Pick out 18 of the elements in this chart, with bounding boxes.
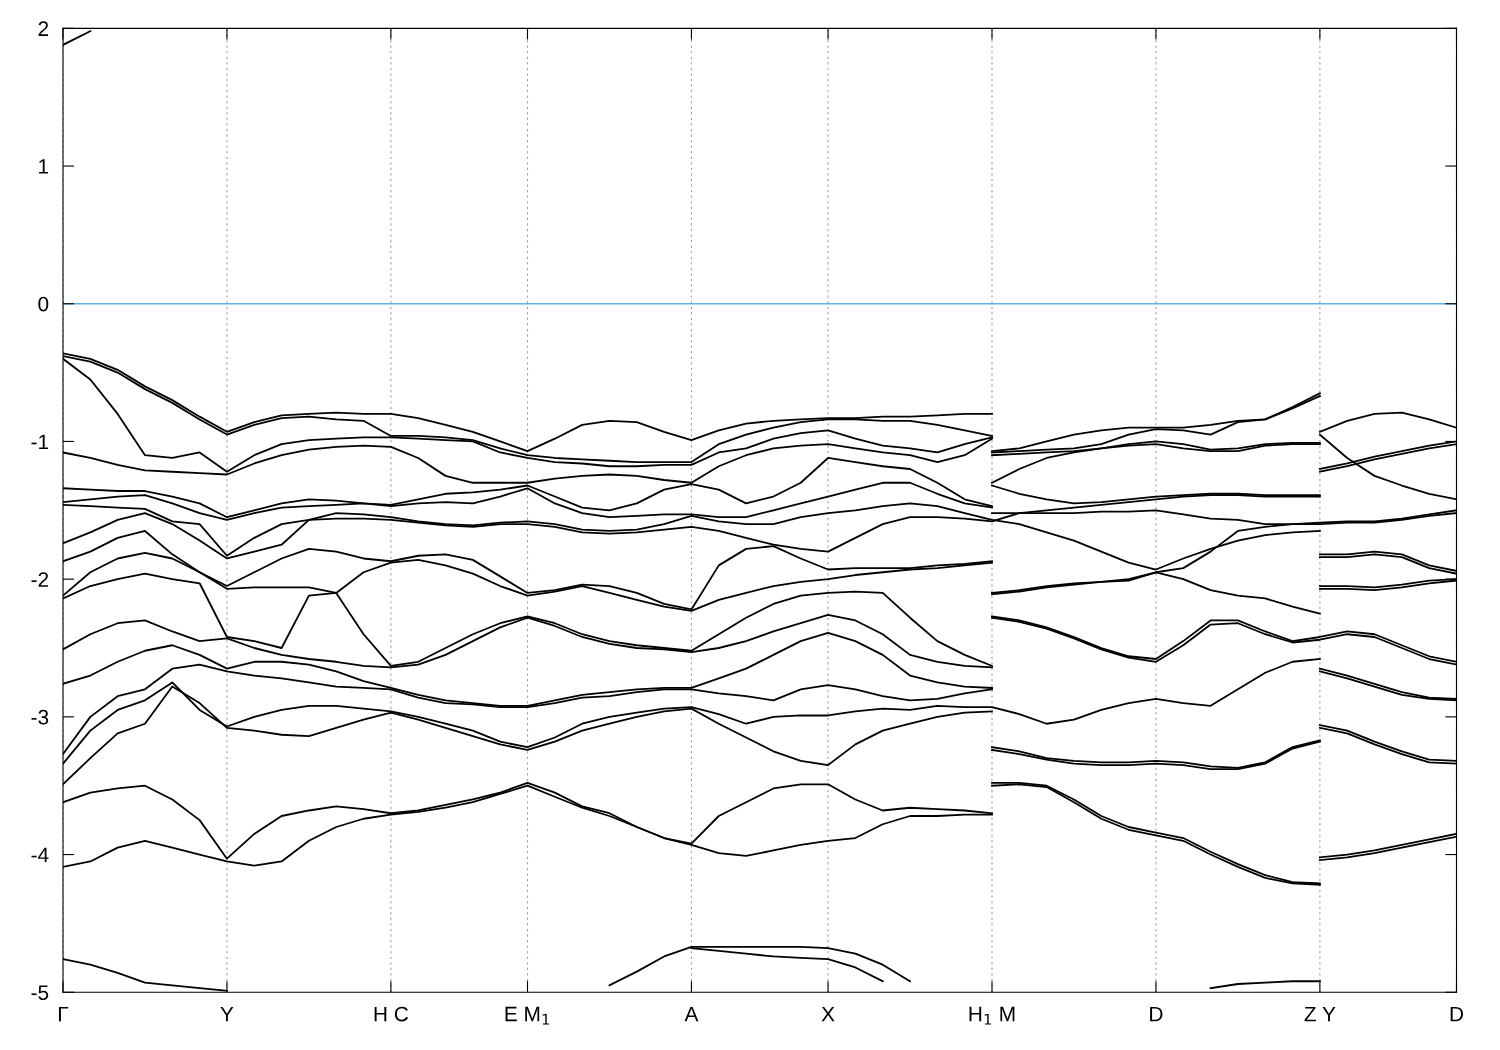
x-tick-label: X: [821, 1006, 835, 1022]
x-tick-label: Γ: [58, 1006, 69, 1022]
x-tick-label: Z Y: [1304, 1006, 1336, 1022]
x-tick-label: Y: [220, 1006, 234, 1022]
y-tick-label: 2: [38, 21, 49, 36]
y-tick-label: 1: [39, 159, 49, 174]
x-tick-label: D: [1150, 1006, 1163, 1022]
x-tick-label: H C: [374, 1006, 409, 1022]
x-tick-label: E M$_{1}$: [505, 1006, 550, 1025]
y-tick-label: 0: [38, 296, 49, 312]
y-tick-label: -1: [31, 434, 49, 449]
x-tick-label: D: [1450, 1006, 1464, 1022]
x-tick-label: H$_{1}$ M: [969, 1006, 1015, 1025]
y-tick-label: -5: [31, 985, 49, 1000]
y-tick-label: -2: [31, 572, 49, 587]
y-tick-label: -3: [31, 709, 49, 725]
y-tick-label: -4: [31, 847, 49, 863]
x-tick-label: A: [684, 1006, 699, 1022]
